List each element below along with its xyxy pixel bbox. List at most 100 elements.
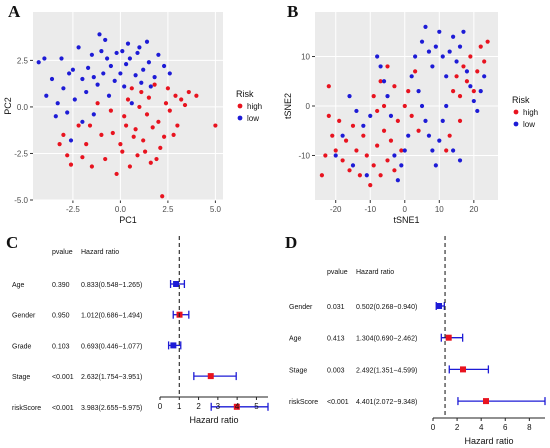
point-high — [457, 94, 463, 99]
panel-letter-a: A — [8, 2, 21, 21]
row-label: Age — [12, 282, 25, 289]
point-high — [131, 134, 136, 139]
row-label: Stage — [12, 374, 30, 381]
x-axis-label: Hazard ratio — [189, 415, 238, 425]
point-high — [114, 171, 119, 177]
point-high — [57, 142, 62, 147]
point-low — [135, 50, 140, 56]
point-high — [375, 143, 380, 148]
point-high — [182, 102, 188, 108]
point-low — [105, 56, 110, 61]
point-high — [139, 89, 144, 95]
point-low — [139, 80, 144, 85]
point-low — [406, 133, 411, 138]
point-low — [340, 133, 345, 138]
point-high — [485, 39, 490, 44]
point-high — [350, 123, 356, 128]
y-axis-label: tSNE2 — [283, 93, 293, 119]
x-tick-label: -2.5 — [66, 205, 80, 214]
header-pvalue: pvalue — [52, 249, 73, 256]
point-high — [186, 89, 191, 95]
row-pvalue: <0.001 — [52, 405, 74, 412]
point-low — [91, 112, 96, 117]
point-high — [118, 142, 123, 147]
point-low — [399, 163, 404, 168]
point-high — [475, 69, 480, 74]
y-tick-label: 2.5 — [17, 56, 29, 65]
x-tick-label: 2 — [196, 402, 201, 411]
point-low — [423, 24, 428, 29]
point-high — [89, 164, 94, 169]
point-low — [162, 63, 167, 69]
point-low — [67, 71, 72, 76]
point-low — [440, 54, 445, 59]
point-high — [87, 123, 93, 128]
x-tick-label: 1 — [177, 402, 182, 411]
point-low — [44, 93, 49, 98]
point-low — [347, 94, 352, 99]
point-low — [413, 54, 418, 59]
x-tick-label: 4 — [235, 402, 240, 411]
header-pvalue: pvalue — [327, 269, 348, 276]
legend-title: Risk — [512, 95, 530, 105]
row-label: Stage — [289, 367, 307, 374]
point-low — [381, 79, 387, 84]
point-high — [375, 108, 380, 114]
point-low — [122, 84, 127, 89]
point-low — [108, 63, 113, 69]
point-high — [61, 132, 66, 137]
point-high — [175, 123, 180, 128]
point-high — [371, 163, 376, 168]
point-low — [457, 44, 463, 49]
hazard-ratio-marker — [173, 281, 180, 287]
row-label: Gender — [12, 313, 36, 320]
point-low — [437, 29, 442, 34]
point-high — [461, 64, 466, 69]
point-low — [444, 103, 449, 109]
point-low — [395, 178, 400, 183]
point-high — [464, 79, 470, 84]
point-low — [120, 48, 125, 54]
point-low — [482, 74, 487, 79]
point-low — [137, 45, 142, 50]
point-high — [444, 148, 449, 153]
point-low — [409, 74, 414, 79]
point-high — [125, 97, 131, 102]
point-high — [95, 101, 100, 106]
point-low — [103, 37, 108, 43]
point-high — [154, 156, 159, 162]
x-tick-label: -20 — [330, 205, 342, 214]
point-high — [135, 153, 140, 158]
point-high — [326, 84, 331, 89]
point-high — [152, 82, 157, 87]
point-high — [146, 95, 151, 100]
point-low — [167, 71, 172, 76]
row-hazard-ratio-text: 2.492(1.351−4.599) — [356, 367, 417, 374]
point-low — [80, 76, 85, 82]
point-low — [141, 67, 146, 72]
point-low — [361, 123, 366, 128]
point-high — [392, 168, 397, 173]
point-low — [124, 62, 129, 67]
point-low — [144, 39, 150, 44]
point-low — [350, 163, 356, 168]
point-high — [137, 104, 142, 110]
point-high — [406, 89, 411, 94]
point-high — [162, 134, 167, 139]
point-high — [409, 113, 414, 118]
point-high — [368, 183, 373, 188]
x-tick-label: 8 — [527, 423, 532, 432]
hazard-ratio-marker — [445, 334, 452, 341]
point-low — [125, 41, 131, 46]
point-high — [68, 162, 74, 167]
hazard-ratio-marker — [170, 342, 177, 349]
point-high — [99, 132, 104, 137]
point-low — [36, 60, 41, 65]
point-low — [451, 148, 456, 153]
hazard-ratio-marker — [233, 403, 240, 410]
point-low — [65, 110, 70, 115]
tsne-scatter-chart: -20 -10 0 10 20 -10 0 10 tSNE1 tSNE2 Risk high low — [283, 12, 538, 225]
header-hazard-ratio: Hazard ratio — [356, 269, 394, 276]
point-low — [68, 138, 74, 143]
y-tick-label: 10 — [301, 53, 310, 62]
